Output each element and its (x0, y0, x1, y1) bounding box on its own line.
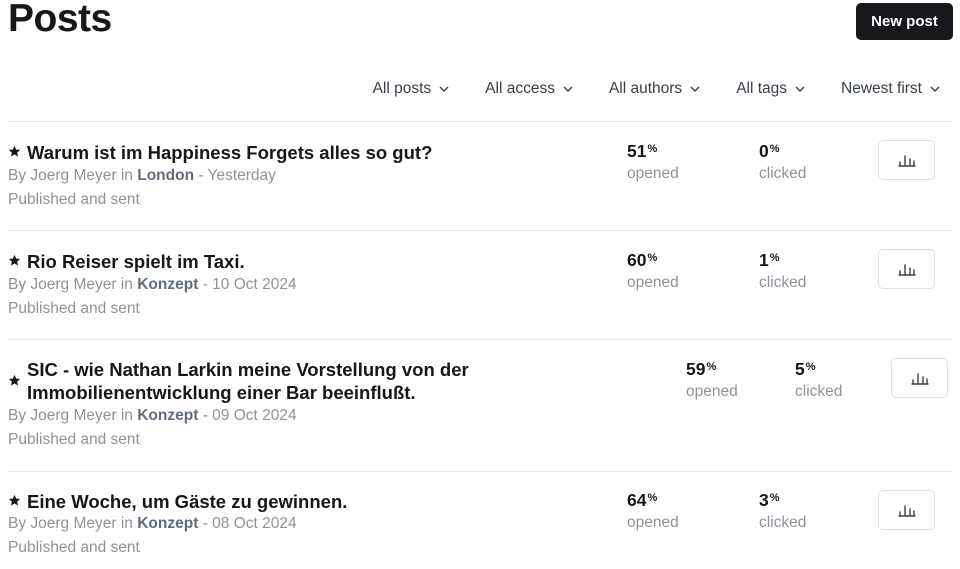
post-row[interactable]: Eine Woche, um Gäste zu gewinnen. By Joe… (8, 471, 953, 569)
post-status: Published and sent (8, 300, 140, 317)
percent-sign: % (647, 252, 658, 264)
post-location[interactable]: Konzept (137, 276, 199, 293)
new-post-button[interactable]: New post (856, 3, 953, 40)
opened-label: opened (627, 274, 679, 291)
post-date: - 09 Oct 2024 (202, 407, 297, 424)
opened-stat: 60% opened (627, 250, 679, 292)
percent-sign: % (769, 143, 780, 155)
post-title[interactable]: Eine Woche, um Gäste zu gewinnen. (27, 491, 348, 512)
post-row[interactable]: Warum ist im Happiness Forgets alles so … (8, 121, 953, 230)
chevron-down-icon (439, 86, 449, 92)
star-icon (8, 494, 21, 506)
opened-label: opened (627, 514, 679, 531)
post-status: Published and sent (8, 431, 140, 448)
clicked-value: 5 (795, 359, 805, 379)
post-date: - 08 Oct 2024 (202, 515, 297, 532)
post-date: - 10 Oct 2024 (202, 276, 297, 293)
star-icon (8, 254, 21, 266)
clicked-value: 0 (759, 141, 769, 161)
filter-sort-label: Newest first (841, 80, 922, 97)
analytics-button[interactable] (878, 490, 935, 530)
post-meta: By Joerg Meyer in Konzept - 08 Oct 2024 (8, 515, 297, 533)
post-location[interactable]: Konzept (137, 407, 199, 424)
percent-sign: % (769, 492, 780, 504)
post-meta: By Joerg Meyer in Konzept - 09 Oct 2024 (8, 407, 297, 425)
filter-tags[interactable]: All tags (736, 78, 806, 100)
filter-tags-label: All tags (736, 80, 788, 97)
analytics-button[interactable] (878, 140, 935, 180)
clicked-stat: 3% clicked (759, 490, 806, 532)
clicked-label: clicked (795, 383, 843, 400)
opened-value: 64 (627, 490, 647, 510)
filter-access[interactable]: All access (485, 78, 574, 100)
clicked-value: 3 (759, 490, 769, 510)
opened-label: opened (686, 383, 738, 400)
star-icon (8, 145, 21, 157)
post-title-line: Immobilienentwicklung einer Bar beeinflu… (27, 382, 416, 403)
post-title[interactable]: Rio Reiser spielt im Taxi. (27, 251, 245, 272)
filter-authors[interactable]: All authors (609, 78, 701, 100)
bar-chart-icon (897, 155, 916, 167)
post-author: By Joerg Meyer in (8, 167, 133, 184)
filter-access-label: All access (485, 80, 555, 97)
page-title: Posts (8, 0, 112, 40)
clicked-stat: 0% clicked (759, 141, 806, 183)
post-title-line: SIC - wie Nathan Larkin meine Vorstellun… (27, 359, 469, 380)
bar-chart-icon (910, 373, 929, 385)
chevron-down-icon (930, 86, 940, 92)
bar-chart-icon (897, 264, 916, 276)
opened-stat: 64% opened (627, 490, 679, 532)
percent-sign: % (805, 361, 816, 373)
analytics-button[interactable] (878, 249, 935, 289)
star-icon (8, 374, 21, 386)
post-author: By Joerg Meyer in (8, 276, 133, 293)
opened-stat: 59% opened (686, 359, 738, 401)
post-title[interactable]: SIC - wie Nathan Larkin meine Vorstellun… (27, 358, 469, 404)
chevron-down-icon (690, 86, 700, 92)
chevron-down-icon (795, 86, 805, 92)
opened-value: 59 (686, 359, 706, 379)
opened-value: 51 (627, 141, 647, 161)
post-date: - Yesterday (198, 167, 276, 184)
post-status: Published and sent (8, 539, 140, 556)
clicked-label: clicked (759, 274, 807, 291)
clicked-stat: 5% clicked (795, 359, 842, 401)
clicked-label: clicked (759, 514, 807, 531)
chevron-down-icon (563, 86, 573, 92)
filter-bar: All posts All access All authors All tag… (338, 78, 941, 100)
percent-sign: % (769, 252, 780, 264)
opened-label: opened (627, 165, 679, 182)
opened-value: 60 (627, 250, 647, 270)
percent-sign: % (706, 361, 717, 373)
filter-posts[interactable]: All posts (373, 78, 451, 100)
post-status: Published and sent (8, 191, 140, 208)
percent-sign: % (647, 143, 658, 155)
clicked-label: clicked (759, 165, 807, 182)
post-location[interactable]: London (137, 167, 195, 184)
post-author: By Joerg Meyer in (8, 515, 133, 532)
filter-sort[interactable]: Newest first (841, 78, 941, 100)
analytics-button[interactable] (891, 358, 948, 398)
post-row[interactable]: SIC - wie Nathan Larkin meine Vorstellun… (8, 339, 953, 471)
clicked-value: 1 (759, 250, 769, 270)
post-title[interactable]: Warum ist im Happiness Forgets alles so … (27, 142, 433, 163)
percent-sign: % (647, 492, 658, 504)
clicked-stat: 1% clicked (759, 250, 806, 292)
post-location[interactable]: Konzept (137, 515, 199, 532)
post-meta: By Joerg Meyer in London - Yesterday (8, 167, 276, 185)
filter-posts-label: All posts (372, 80, 432, 97)
post-meta: By Joerg Meyer in Konzept - 10 Oct 2024 (8, 276, 297, 294)
filter-authors-label: All authors (608, 80, 683, 97)
post-row[interactable]: Rio Reiser spielt im Taxi. By Joerg Meye… (8, 230, 953, 339)
opened-stat: 51% opened (627, 141, 679, 183)
bar-chart-icon (897, 505, 916, 517)
post-author: By Joerg Meyer in (8, 407, 133, 424)
